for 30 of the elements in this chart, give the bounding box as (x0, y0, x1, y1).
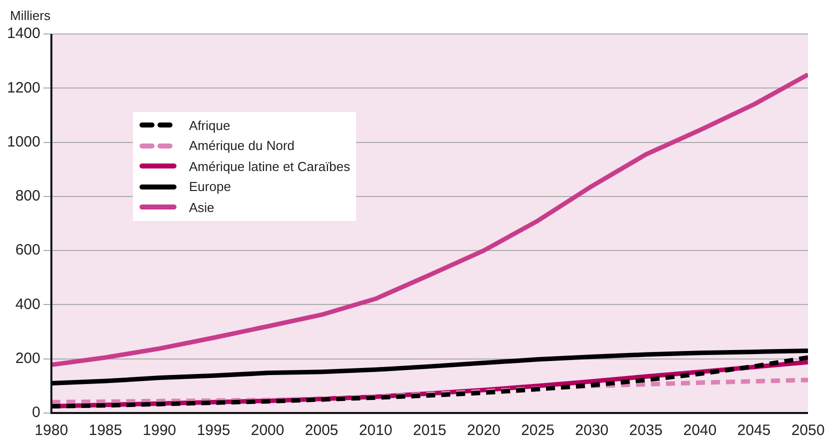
y-tick-label: 1000 (6, 133, 40, 150)
legend-label: Amérique latine et Caraïbes (189, 158, 350, 174)
y-tick-label: 200 (15, 350, 40, 367)
x-tick-label: 2050 (791, 422, 825, 440)
legend-label: Europe (189, 179, 231, 194)
x-tick-label: 2030 (575, 422, 609, 440)
x-tick-label: 2005 (304, 422, 338, 440)
x-tick-label: 2040 (683, 422, 717, 440)
x-tick-label: 1985 (88, 422, 122, 440)
y-tick-label: 0 (32, 404, 40, 422)
x-tick-label: 2000 (250, 422, 284, 440)
x-tick-label: 2025 (521, 422, 554, 440)
legend-label: Afrique (189, 118, 230, 133)
x-tick-label: 1995 (196, 422, 230, 440)
line-series (51, 378, 808, 404)
y-tick-label: 1200 (6, 79, 40, 96)
y-tick-label: 800 (15, 188, 40, 205)
x-tick-label: 2015 (412, 422, 446, 440)
legend-label: Asie (189, 200, 214, 215)
y-tick-label: 400 (15, 296, 40, 313)
legend-label: Amérique du Nord (189, 138, 294, 154)
y-axis-title: Milliers (10, 8, 50, 23)
y-tick-label: 600 (15, 242, 40, 259)
x-tick-label: 1980 (34, 422, 68, 440)
x-tick-label: 1990 (142, 422, 176, 440)
x-tick-label: 2045 (737, 422, 771, 440)
x-tick-label: 2035 (629, 422, 663, 440)
x-tick-label: 2020 (467, 422, 500, 440)
x-tick-label: 2010 (358, 422, 392, 440)
y-tick-label: 1400 (6, 25, 40, 42)
